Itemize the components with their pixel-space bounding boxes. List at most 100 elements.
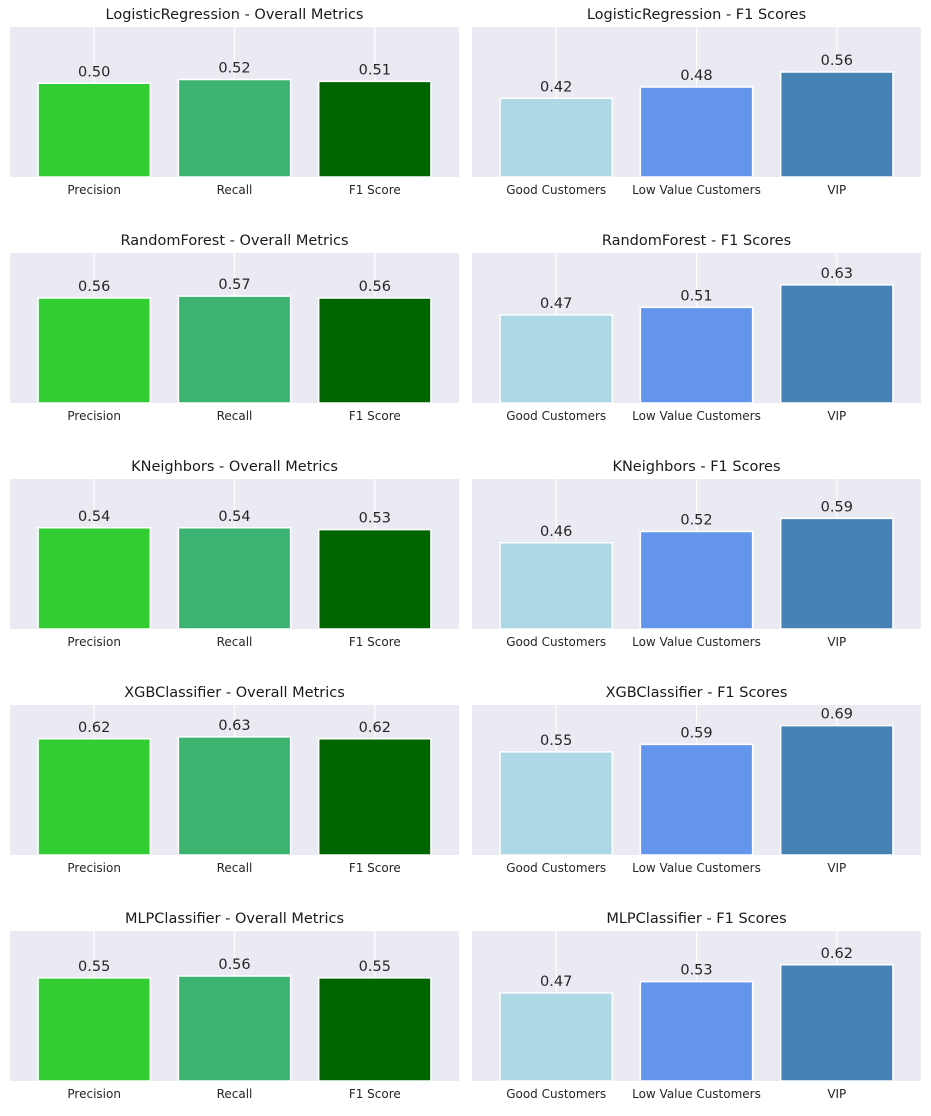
value-label: 0.56 bbox=[821, 53, 853, 69]
x-tick-label: Low Value Customers bbox=[632, 409, 761, 423]
bar bbox=[779, 284, 894, 404]
x-tick-label: Low Value Customers bbox=[632, 183, 761, 197]
bar bbox=[37, 977, 152, 1082]
bar-chart: LogisticRegression - F1 Scores 0.42 Good C… bbox=[472, 7, 921, 197]
value-label: 0.52 bbox=[218, 61, 250, 77]
value-label: 0.62 bbox=[821, 946, 853, 962]
chart-title: LogisticRegression - Overall Metrics bbox=[106, 7, 364, 23]
x-tick-label: Precision bbox=[67, 1087, 121, 1101]
chart-panel: MLPClassifier - Overall Metrics 0.55 Preci… bbox=[10, 904, 459, 1116]
bar bbox=[499, 97, 614, 178]
value-label: 0.57 bbox=[218, 277, 250, 293]
bar-chart: LogisticRegression - Overall Metrics 0.50… bbox=[10, 7, 459, 197]
value-label: 0.52 bbox=[680, 513, 712, 529]
chart-panel: XGBClassifier - Overall Metrics 0.62 Preci… bbox=[10, 678, 459, 890]
value-label: 0.63 bbox=[218, 718, 250, 734]
x-tick-label: Precision bbox=[67, 409, 121, 423]
x-tick-label: Low Value Customers bbox=[632, 861, 761, 875]
value-label: 0.46 bbox=[540, 524, 572, 540]
value-label: 0.63 bbox=[821, 266, 853, 282]
bar bbox=[779, 724, 894, 856]
bar bbox=[639, 306, 754, 404]
value-label: 0.56 bbox=[359, 279, 391, 295]
chart-title: KNeighbors - F1 Scores bbox=[612, 459, 780, 475]
bar-chart: KNeighbors - Overall Metrics 0.54 Precisio… bbox=[10, 459, 459, 649]
bar bbox=[177, 736, 292, 856]
value-label: 0.55 bbox=[78, 959, 110, 975]
bar bbox=[177, 527, 292, 630]
bar-chart: RandomForest - Overall Metrics 0.56 Precis… bbox=[10, 233, 459, 423]
value-label: 0.47 bbox=[540, 974, 572, 990]
x-tick-label: Good Customers bbox=[506, 409, 606, 423]
bar bbox=[499, 751, 614, 856]
chart-panel: KNeighbors - Overall Metrics 0.54 Precisio… bbox=[10, 452, 459, 664]
x-tick-label: Good Customers bbox=[506, 1087, 606, 1101]
x-tick-label: Precision bbox=[67, 635, 121, 649]
bar bbox=[639, 980, 754, 1082]
chart-title: LogisticRegression - F1 Scores bbox=[587, 7, 806, 23]
x-tick-label: Recall bbox=[217, 861, 253, 875]
bar-chart: MLPClassifier - Overall Metrics 0.55 Preci… bbox=[10, 911, 459, 1101]
x-tick-label: F1 Score bbox=[349, 861, 401, 875]
x-tick-label: F1 Score bbox=[349, 183, 401, 197]
bar-chart: RandomForest - F1 Scores 0.47 Good Custome… bbox=[472, 233, 921, 423]
bar bbox=[317, 80, 432, 178]
value-label: 0.53 bbox=[680, 963, 712, 979]
x-tick-label: Recall bbox=[217, 183, 253, 197]
bar bbox=[37, 527, 152, 630]
bar bbox=[177, 975, 292, 1082]
bar bbox=[779, 71, 894, 178]
bar bbox=[499, 542, 614, 630]
bar bbox=[639, 530, 754, 630]
value-label: 0.56 bbox=[218, 957, 250, 973]
x-tick-label: Good Customers bbox=[506, 183, 606, 197]
value-label: 0.55 bbox=[359, 959, 391, 975]
bar bbox=[37, 297, 152, 404]
value-label: 0.48 bbox=[680, 68, 712, 84]
chart-title: XGBClassifier - Overall Metrics bbox=[124, 685, 345, 701]
value-label: 0.50 bbox=[78, 64, 110, 80]
value-label: 0.54 bbox=[218, 509, 250, 525]
bar bbox=[177, 295, 292, 404]
x-tick-label: Recall bbox=[217, 1087, 253, 1101]
value-label: 0.47 bbox=[540, 296, 572, 312]
x-tick-label: Precision bbox=[67, 183, 121, 197]
x-tick-label: VIP bbox=[827, 635, 846, 649]
value-label: 0.53 bbox=[359, 511, 391, 527]
bar bbox=[639, 86, 754, 178]
value-label: 0.51 bbox=[680, 288, 712, 304]
chart-panel: KNeighbors - F1 Scores 0.46 Good Customers… bbox=[472, 452, 921, 664]
bar bbox=[499, 314, 614, 404]
chart-title: XGBClassifier - F1 Scores bbox=[606, 685, 788, 701]
chart-title: MLPClassifier - F1 Scores bbox=[606, 911, 786, 927]
value-label: 0.62 bbox=[359, 720, 391, 736]
x-tick-label: VIP bbox=[827, 183, 846, 197]
value-label: 0.62 bbox=[78, 720, 110, 736]
x-tick-label: Low Value Customers bbox=[632, 635, 761, 649]
x-tick-label: F1 Score bbox=[349, 409, 401, 423]
bar bbox=[317, 738, 432, 856]
x-tick-label: F1 Score bbox=[349, 1087, 401, 1101]
bar bbox=[37, 82, 152, 178]
value-label: 0.56 bbox=[78, 279, 110, 295]
x-tick-label: F1 Score bbox=[349, 635, 401, 649]
bar bbox=[779, 517, 894, 630]
x-tick-label: Recall bbox=[217, 635, 253, 649]
bar-chart: KNeighbors - F1 Scores 0.46 Good Customers… bbox=[472, 459, 921, 649]
bar bbox=[779, 964, 894, 1082]
x-tick-label: Good Customers bbox=[506, 635, 606, 649]
chart-panel: XGBClassifier - F1 Scores 0.55 Good Custom… bbox=[472, 678, 921, 890]
chart-panel: LogisticRegression - F1 Scores 0.42 Good C… bbox=[472, 0, 921, 212]
x-tick-label: VIP bbox=[827, 861, 846, 875]
bar bbox=[177, 78, 292, 178]
value-label: 0.54 bbox=[78, 509, 110, 525]
bar-chart: XGBClassifier - Overall Metrics 0.62 Preci… bbox=[10, 685, 459, 875]
x-tick-label: Good Customers bbox=[506, 861, 606, 875]
bar bbox=[317, 977, 432, 1082]
x-tick-label: VIP bbox=[827, 1087, 846, 1101]
chart-panel: MLPClassifier - F1 Scores 0.47 Good Custom… bbox=[472, 904, 921, 1116]
chart-title: RandomForest - Overall Metrics bbox=[120, 233, 348, 249]
bar-chart: XGBClassifier - F1 Scores 0.55 Good Custom… bbox=[472, 685, 921, 875]
chart-panel: LogisticRegression - Overall Metrics 0.50… bbox=[10, 0, 459, 212]
